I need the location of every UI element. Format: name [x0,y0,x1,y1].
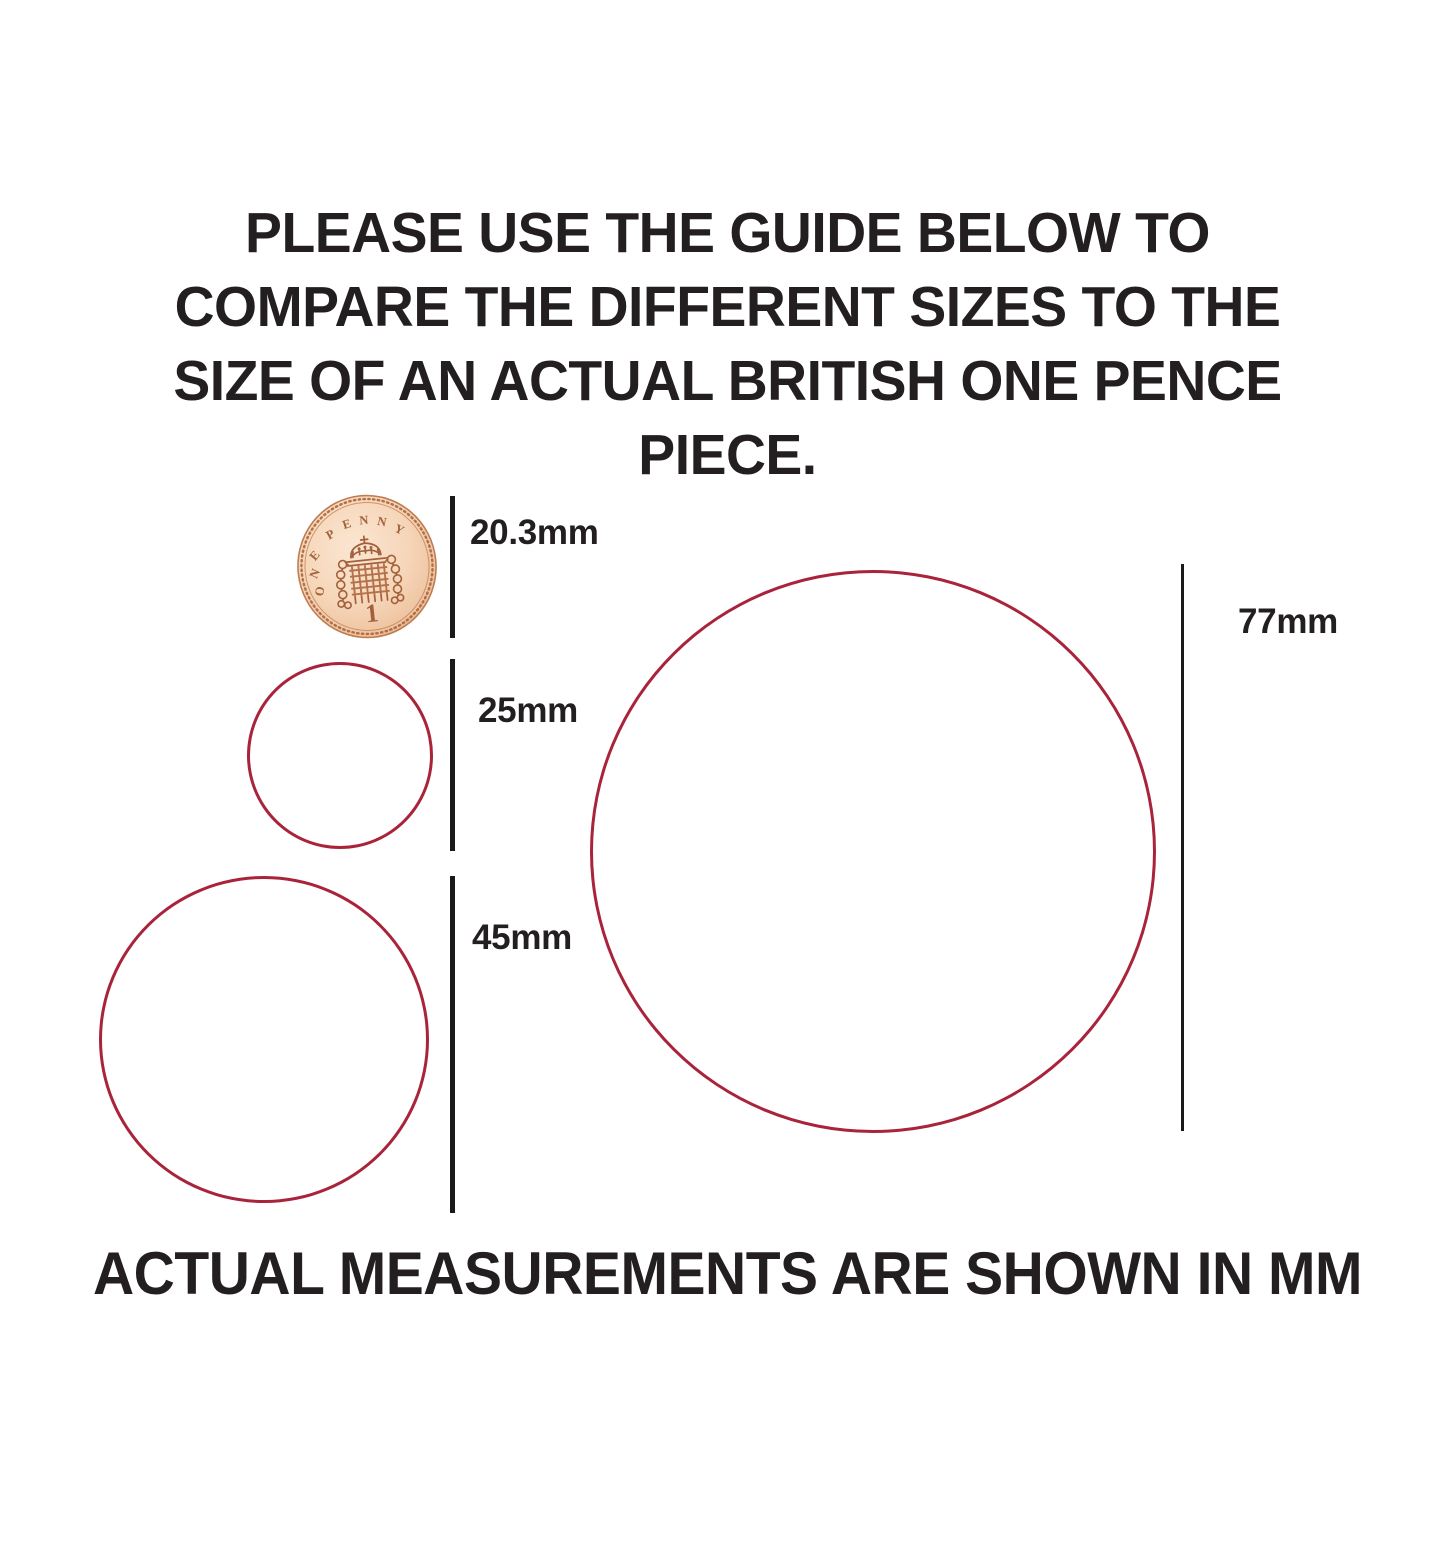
svg-text:N: N [376,514,388,529]
measurement-label-20-3mm: 20.3mm [470,513,599,552]
circle-25mm [247,662,433,849]
circle-45mm [99,876,429,1203]
svg-text:O: O [312,585,328,597]
measurement-label-25mm: 25mm [478,691,578,730]
measure-tick-77mm [1181,564,1184,1131]
svg-text:1: 1 [364,598,380,628]
measure-tick-25mm [450,659,455,851]
svg-text:E: E [341,516,353,532]
svg-text:N: N [359,513,369,528]
measure-tick-20-3mm [450,496,455,638]
one-penny-coin-image: O N E P E N N Y [296,494,438,639]
footer-note: ACTUAL MEASUREMENTS ARE SHOWN IN MM [92,1240,1363,1307]
measure-tick-45mm [450,876,455,1213]
measurement-label-45mm: 45mm [472,918,572,957]
page-title: PLEASE USE THE GUIDE BELOW TO COMPARE TH… [173,201,1282,487]
measurement-label-77mm: 77mm [1238,602,1338,641]
circle-77mm [590,570,1156,1133]
